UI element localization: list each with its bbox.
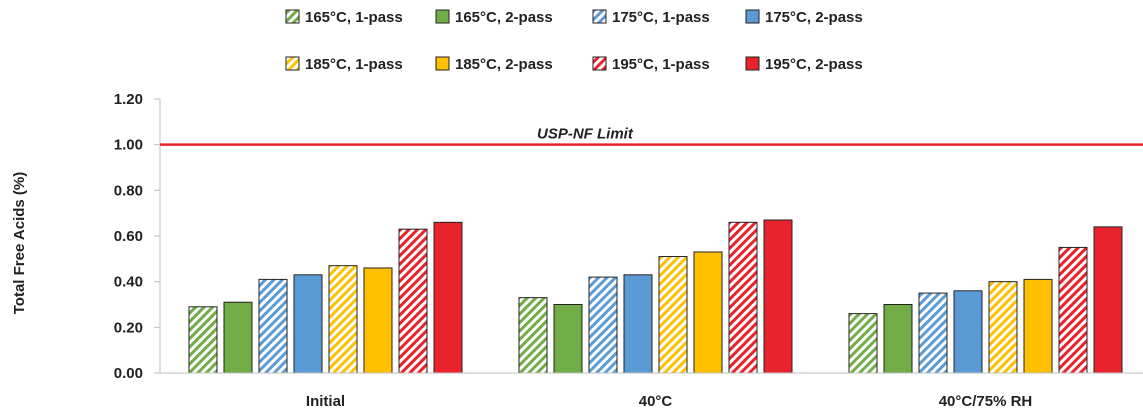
legend-label: 175°C, 1-pass [612, 9, 710, 26]
legend-swatch [286, 57, 299, 70]
bar [189, 307, 217, 373]
legend-swatch [593, 10, 606, 23]
bar [399, 229, 427, 373]
y-tick-label: 0.60 [114, 228, 143, 245]
bar [989, 282, 1017, 373]
legend-label: 165°C, 2-pass [455, 9, 553, 26]
y-tick-label: 0.80 [114, 182, 143, 199]
bar [919, 293, 947, 373]
bar [1024, 279, 1052, 373]
x-tick-label: Initial [306, 393, 345, 410]
bar [624, 275, 652, 373]
y-tick-label: 0.00 [114, 365, 143, 382]
bar [519, 298, 547, 373]
y-axis: 0.00 0.20 0.40 0.60 0.80 1.00 1.20 [114, 91, 160, 382]
bar [294, 275, 322, 373]
bar [729, 222, 757, 373]
bar [884, 305, 912, 374]
y-tick-label: 1.00 [114, 137, 143, 154]
legend-swatch [436, 57, 449, 70]
legend-label: 185°C, 1-pass [305, 56, 403, 73]
y-tick-label: 1.20 [114, 91, 143, 108]
bar [329, 266, 357, 373]
x-tick-label: 40°C [639, 393, 673, 410]
bar [1059, 247, 1087, 373]
legend-label: 185°C, 2-pass [455, 56, 553, 73]
bar [1094, 227, 1122, 373]
bar [659, 257, 687, 373]
bar [954, 291, 982, 373]
bar [849, 314, 877, 373]
legend-label: 195°C, 1-pass [612, 56, 710, 73]
legend-swatch [746, 57, 759, 70]
reference-line-group: USP-NF Limit [160, 126, 1143, 145]
bar [554, 305, 582, 374]
bar [694, 252, 722, 373]
bar [224, 302, 252, 373]
legend-swatch [286, 10, 299, 23]
y-tick-label: 0.40 [114, 274, 143, 291]
x-tick-label: 40°C/75% RH [939, 393, 1033, 410]
legend-label: 195°C, 2-pass [765, 56, 863, 73]
bar [434, 222, 462, 373]
bar [364, 268, 392, 373]
legend-swatch [436, 10, 449, 23]
bar [589, 277, 617, 373]
legend-label: 175°C, 2-pass [765, 9, 863, 26]
legend-swatch [746, 10, 759, 23]
x-axis: Initial 40°C 40°C/75% RH [160, 373, 1143, 410]
y-axis-title: Total Free Acids (%) [11, 172, 28, 315]
bar [259, 279, 287, 373]
y-tick-label: 0.20 [114, 319, 143, 336]
chart-legend: 165°C, 1-pass 165°C, 2-pass 175°C, 1-pass 1… [286, 9, 863, 73]
legend-label: 165°C, 1-pass [305, 9, 403, 26]
bars [189, 220, 1122, 373]
usp-nf-limit-label: USP-NF Limit [537, 126, 634, 143]
bar [764, 220, 792, 373]
legend-swatch [593, 57, 606, 70]
